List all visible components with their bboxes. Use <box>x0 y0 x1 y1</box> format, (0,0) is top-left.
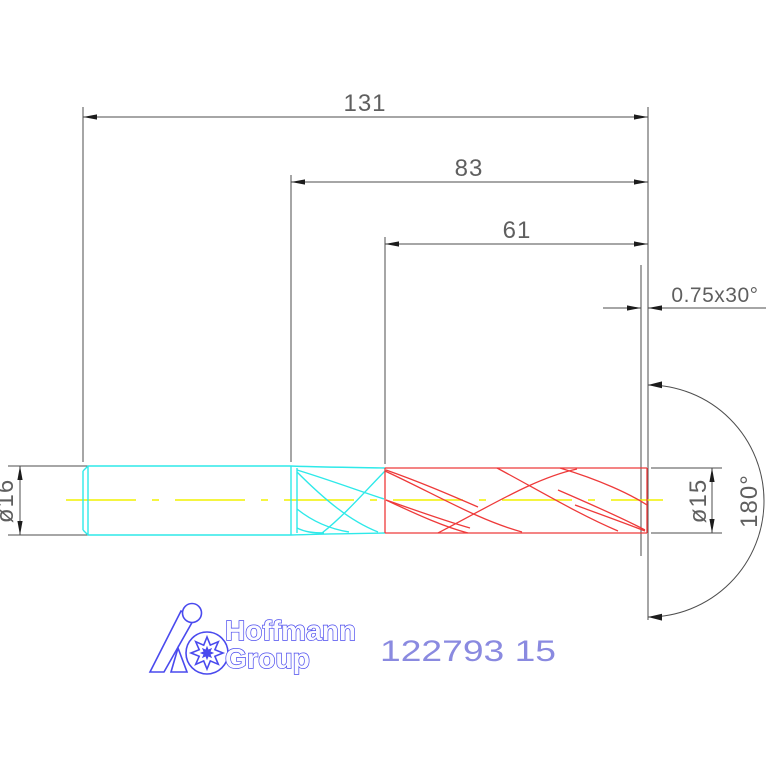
flute-helix-5 <box>437 468 578 534</box>
arrowhead-131-right <box>634 114 648 120</box>
flute-helix-7 <box>559 467 648 506</box>
dimension-text-61: 61 <box>503 217 532 244</box>
arrowhead-arc-bottom <box>648 613 662 621</box>
dimension-text-131: 131 <box>343 90 386 117</box>
arrowhead-61-right <box>634 241 648 247</box>
logo-star-inner-icon <box>199 645 215 661</box>
logo-figure-leg <box>169 645 189 673</box>
dimension-length-to-shank: 83 <box>291 155 648 185</box>
arrowhead-chamfer-left <box>627 305 641 311</box>
dimension-shank-diameter: ø16 <box>0 465 88 536</box>
logo-text-line1: Hoffmann <box>225 615 356 646</box>
shank-outline <box>82 465 292 536</box>
dimension-point-angle: 180° <box>647 381 765 621</box>
dimension-overall-length: 131 <box>83 90 648 120</box>
arrowhead-dia16-top <box>17 466 23 480</box>
arrowhead-chamfer-right <box>648 305 662 311</box>
arrowhead-dia16-bottom <box>17 521 23 535</box>
dimension-text-180: 180° <box>736 474 763 528</box>
drill-flutes <box>384 467 648 534</box>
runout-curve-2 <box>296 471 379 533</box>
arrowhead-dia15-bottom <box>709 519 715 533</box>
dimension-flute-length: 61 <box>385 217 648 247</box>
runout-curve-5 <box>321 469 387 534</box>
flute-helix-4 <box>385 469 479 508</box>
hoffmann-group-logo: Hoffmann Group <box>148 602 357 675</box>
runout-curve-4 <box>296 527 325 534</box>
flute-helix-8 <box>557 489 646 531</box>
dimension-text-chamfer: 0.75x30° <box>671 284 758 307</box>
flute-section-outline <box>384 467 648 534</box>
arrowhead-61-left <box>385 241 399 247</box>
shank-taper-bottom <box>290 532 386 536</box>
flute-helix-1 <box>384 470 523 533</box>
dimension-text-dia15: ø15 <box>685 479 712 523</box>
dimension-text-dia16: ø16 <box>0 479 19 523</box>
flute-helix-9 <box>574 504 646 532</box>
arrowhead-131-left <box>83 114 97 120</box>
dimension-cutting-diameter: ø15 <box>651 467 722 534</box>
dimension-text-83: 83 <box>455 155 484 182</box>
extension-lines <box>82 107 649 620</box>
logo-text-line2: Group <box>225 643 310 674</box>
flute-helix-3 <box>385 499 469 534</box>
dimension-chamfer: 0.75x30° <box>603 284 766 311</box>
arrowhead-83-left <box>291 179 305 185</box>
arrowhead-83-right <box>634 179 648 185</box>
flute-helix-2 <box>385 499 471 529</box>
logo-figure-head <box>181 602 203 624</box>
shank-taper-top <box>290 465 386 469</box>
arrowhead-dia15-top <box>709 468 715 482</box>
runout-curve-3 <box>296 508 350 533</box>
point-angle-arc <box>647 384 765 618</box>
flute-helix-6 <box>496 467 619 532</box>
runout-curve-1 <box>296 469 385 500</box>
arrowhead-arc-top <box>648 381 662 389</box>
part-number: 122793 15 <box>380 635 556 668</box>
drill-shank <box>82 465 387 536</box>
